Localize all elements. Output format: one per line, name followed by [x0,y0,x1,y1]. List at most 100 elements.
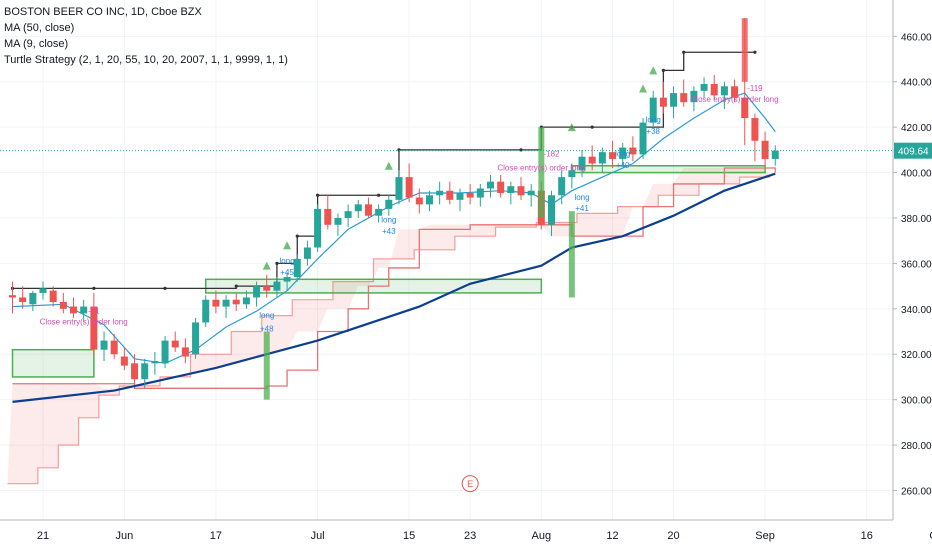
strategy-legend[interactable]: Turtle Strategy (2, 1, 20, 55, 10, 20, 2… [4,54,288,66]
candle [670,86,678,119]
candle [588,145,596,171]
candle-body [476,188,484,198]
candle [639,118,647,159]
candle-body [731,86,739,98]
candle-body [19,297,27,303]
candle-body [700,84,708,91]
candle [232,292,240,312]
candle-body [59,302,67,309]
candle-body [161,340,169,364]
time-tick-label: 15 [403,530,415,542]
candle [39,281,47,300]
candle [446,181,454,205]
candle-body [588,156,596,164]
candle-body [49,290,57,303]
candle [731,79,739,103]
signal-label: +38 [646,127,660,136]
candle [293,254,301,282]
candle-body [456,193,464,200]
candle-body [649,97,657,123]
candle [120,347,128,371]
price-axis[interactable]: 260.00 280.00 300.00 320.00 340.00 360.00 380.… [892,0,932,550]
ma9-legend[interactable]: MA (9, close) [4,38,69,50]
candle [9,281,16,314]
candle-body [466,193,474,198]
candle-body [507,186,515,194]
candle-body [619,147,627,159]
candle [324,195,332,230]
signal-label: +48 [260,325,274,334]
candle-body [690,90,698,103]
channel-dot [397,148,401,152]
candle-body [548,195,556,225]
candle [517,177,525,200]
price-tick-label: 400.00 [901,169,932,180]
candle [161,336,169,368]
candle [415,188,423,214]
candle [486,174,494,198]
candle-body [181,347,189,357]
entry-arrow [568,211,575,298]
candle [263,274,271,298]
candle [598,147,606,173]
candle-body [771,150,779,159]
channel-dot [295,234,299,238]
exit-spike [741,18,748,82]
ma50-legend[interactable]: MA (50, close) [4,22,75,34]
signal-triangle [649,66,658,75]
candle [273,277,281,298]
candle-body [212,299,220,307]
candle-body [395,177,403,200]
candle [90,292,98,355]
candle-body [670,93,678,107]
candle-body [364,204,372,216]
candle-body [80,306,88,314]
chart-legend: BOSTON BEER CO INC, 1D, Cboe BZX MA (50,… [4,4,288,68]
symbol-title[interactable]: BOSTON BEER CO INC, 1D, Cboe BZX [4,6,202,18]
candle [507,181,515,205]
candle [700,77,708,98]
candle [303,240,311,266]
channel-dot [377,193,381,197]
price-tick-label: 320.00 [901,350,932,361]
time-axis-bg [0,520,932,550]
candle-body [120,356,128,366]
candle-body [710,84,718,96]
signal-label: -119 [747,84,763,93]
channel-dot [661,68,665,72]
candle [192,317,200,359]
time-axis[interactable]: 21 Jun 17 Jul 15 23 Aug 12 20 Sep 16 Oct [0,519,932,550]
candle [619,143,627,166]
price-tick-label: 420.00 [901,123,932,134]
candle [364,197,372,218]
candle-body [446,190,454,200]
candle-body [720,86,728,96]
price-label-bg [894,142,932,159]
signal-label: +45 [280,268,294,277]
candle-body [70,306,78,314]
candle [354,199,362,218]
candle-body [344,211,352,218]
channel-dot [590,125,594,129]
candle-body [283,277,291,282]
signal-label: +41 [575,204,589,213]
price-tick-label: 360.00 [901,259,932,270]
candle-body [741,97,749,119]
candle [375,204,383,223]
candle-body [314,208,322,248]
time-tick-label: 12 [606,530,618,542]
candle [59,292,67,314]
candle [212,290,220,314]
candle [344,204,352,228]
candle-body [385,199,393,209]
price-tick-label: 280.00 [901,441,932,452]
earnings-label: E [467,479,473,489]
candle [222,295,230,318]
price-tick-label: 460.00 [901,32,932,43]
signal-label: -182 [544,150,561,159]
signal-label: +40 [616,161,630,170]
price-tick-label: 260.00 [901,486,932,497]
candle [558,170,566,205]
